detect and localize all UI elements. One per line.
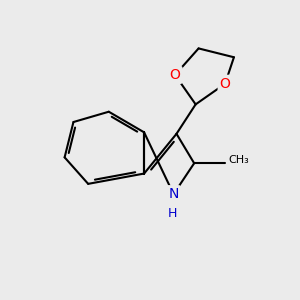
Text: O: O	[220, 77, 230, 91]
Text: O: O	[169, 68, 181, 82]
Text: H: H	[167, 207, 177, 220]
Text: N: N	[168, 187, 179, 201]
Text: CH₃: CH₃	[228, 155, 249, 165]
